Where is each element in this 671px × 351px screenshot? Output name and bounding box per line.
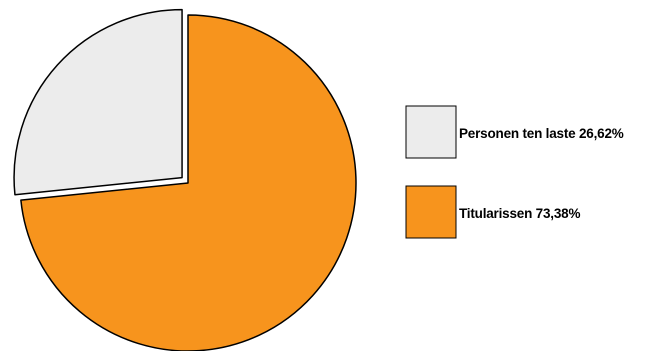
- legend-swatch-personen: [405, 105, 457, 159]
- pie-slices: [13, 8, 357, 351]
- pie-slice-titularissen: [20, 14, 357, 351]
- pie-slice-personen-ten-laste: [13, 8, 183, 196]
- legend-label-titularissen: Titularissen 73,38%: [459, 206, 580, 221]
- legend-swatch-titularissen: [405, 185, 457, 239]
- legend: Personen ten laste 26,62% Titularissen 7…: [405, 105, 624, 239]
- legend-label-personen: Personen ten laste 26,62%: [459, 126, 624, 141]
